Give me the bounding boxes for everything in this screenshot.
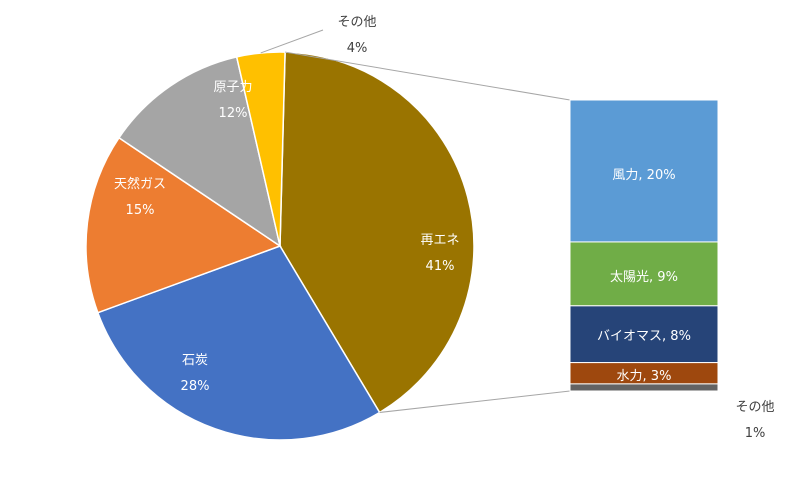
slice-renewable [279,51,475,414]
slice-label-gas: 天然ガス 15% [100,176,180,220]
slice-name: 原子力 [213,80,253,95]
bar-label-wind: 風力, 20% [612,168,676,183]
bar-label-biomass: バイオマス, 8% [597,329,691,344]
slice-name: その他 [337,15,377,30]
bar-segment-biomass [569,305,719,364]
bar-other-name: その他 [735,400,775,415]
slice-label-other: その他 4% [322,14,392,58]
bar-label-solar: 太陽光, 9% [610,270,678,285]
slice-pct: 28% [180,379,210,394]
slice-label-nuclear: 原子力 12% [198,79,268,123]
connector-lines [260,29,571,413]
bar-segment-solar [569,241,719,307]
connector-bottom [379,390,571,413]
slice-name: 石炭 [181,353,208,368]
bar-label-other: その他 1% [715,399,795,443]
slice-pct: 4% [346,41,368,56]
slice-pct: 41% [425,259,455,274]
slice-pct: 12% [218,106,248,121]
bar-other-pct: 1% [744,426,766,441]
stacked-bar [569,99,719,392]
slice-label-coal: 石炭 28% [160,352,230,396]
slice-gas [85,136,282,314]
bar-segment-wind [569,99,719,243]
slice-name: 再エネ [420,233,460,248]
slice-other [235,51,286,247]
slice-coal [96,245,381,441]
connector-top [284,51,571,101]
slice-label-renewable: 再エネ 41% [405,232,475,276]
leader-line-other [260,29,324,54]
slice-pct: 15% [125,203,155,218]
slice-name: 天然ガス [113,177,166,192]
bar-segment-other [569,383,719,392]
pie-chart [85,51,475,441]
slice-nuclear [117,55,282,248]
bar-label-hydro: 水力, 3% [616,369,672,384]
